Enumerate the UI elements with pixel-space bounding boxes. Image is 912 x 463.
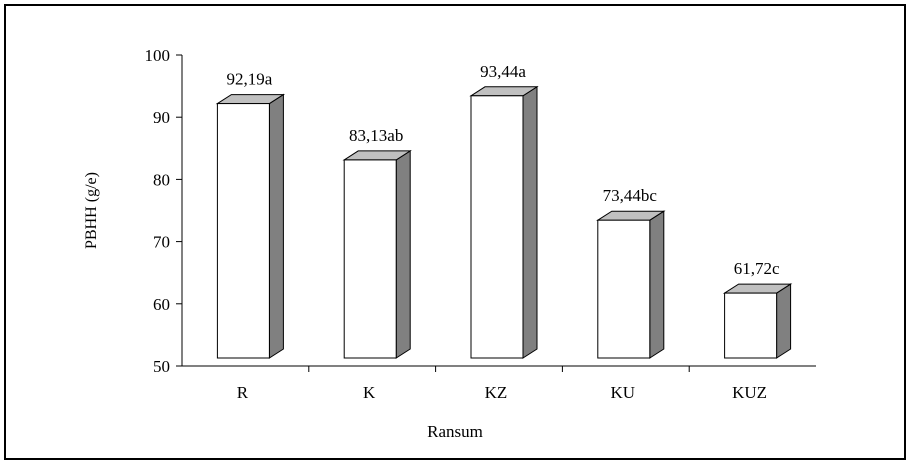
data-label: 61,72c [734, 259, 780, 278]
bar-side-k [395, 150, 411, 359]
y-axis-title: PBHH (g/e) [83, 172, 100, 249]
data-label: 83,13ab [349, 126, 403, 145]
x-tick-label: K [363, 383, 376, 402]
data-label: 93,44a [480, 62, 526, 81]
chart-bars [215, 85, 793, 359]
x-tick-label: KZ [485, 383, 508, 402]
x-tick-label: KUZ [732, 383, 767, 402]
y-tick-label: 50 [153, 357, 170, 376]
y-tick-label: 90 [153, 108, 170, 127]
bar-ku [597, 219, 651, 359]
x-axis-title: Ransum [427, 422, 483, 441]
bar-side-kz [522, 85, 538, 359]
chart-axes: 50 60 70 80 90 100 [145, 46, 816, 376]
bar-side-ku [649, 210, 665, 359]
y-tick-label: 70 [153, 233, 170, 252]
bar-kz [470, 95, 524, 359]
x-tick-label: KU [611, 383, 636, 402]
bar-r [216, 103, 270, 359]
y-tick-label: 60 [153, 295, 170, 314]
x-tick-label: R [237, 383, 249, 402]
data-label: 92,19a [227, 70, 273, 89]
bar-kuz [724, 292, 778, 359]
bar-k [343, 159, 397, 359]
y-tick-label: 80 [153, 170, 170, 189]
bar-side-r [268, 93, 284, 359]
data-label: 73,44bc [603, 186, 658, 205]
y-tick-label: 100 [145, 46, 171, 65]
bar-side-kuz [776, 283, 792, 359]
chart-frame [4, 4, 906, 460]
chart-labels: 92,19a R 83,13ab K 93,44a KZ 73,44bc KU 61,72c KU… [83, 62, 780, 441]
